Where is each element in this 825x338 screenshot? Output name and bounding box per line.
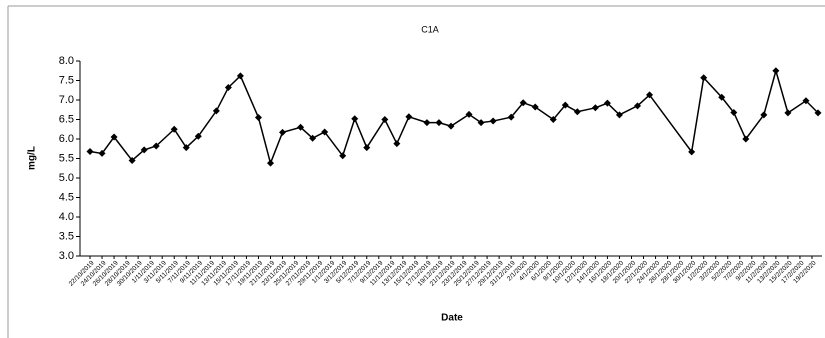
y-tick-label: 7.0 (59, 94, 74, 106)
marker (561, 101, 569, 109)
marker (98, 149, 106, 157)
marker (254, 114, 262, 122)
marker (140, 146, 148, 154)
marker (266, 159, 274, 167)
marker (802, 97, 810, 105)
y-tick-label: 6.0 (59, 133, 74, 145)
marker (646, 91, 654, 99)
marker (489, 117, 497, 125)
marker (224, 84, 232, 92)
marker (212, 107, 220, 115)
y-tick-label: 3.5 (59, 230, 74, 242)
marker (236, 72, 244, 80)
marker (700, 74, 708, 82)
marker (297, 123, 305, 131)
marker (321, 128, 329, 136)
marker (393, 140, 401, 148)
marker (718, 93, 726, 101)
marker (110, 133, 118, 141)
marker (339, 152, 347, 160)
marker (405, 113, 413, 121)
marker (170, 125, 178, 133)
y-tick-label: 7.5 (59, 74, 74, 86)
marker (423, 119, 431, 127)
chart-title: C1A (421, 24, 439, 34)
marker (573, 108, 581, 116)
marker (152, 142, 160, 150)
y-tick-label: 5.0 (59, 172, 74, 184)
y-axis-label: mg/L (27, 146, 38, 170)
y-tick-label: 5.5 (59, 152, 74, 164)
marker (615, 111, 623, 119)
y-tick-label: 4.0 (59, 211, 74, 223)
marker (381, 116, 389, 123)
marker (128, 156, 136, 164)
y-tick-label: 4.5 (59, 191, 74, 203)
marker (760, 111, 768, 119)
marker (772, 67, 780, 75)
marker (351, 115, 359, 123)
marker (309, 134, 317, 142)
marker (549, 116, 557, 123)
marker (363, 144, 371, 152)
marker (814, 109, 822, 117)
marker (447, 122, 455, 130)
y-tick-label: 8.0 (59, 55, 74, 67)
marker (634, 102, 642, 110)
y-tick-label: 6.5 (59, 113, 74, 125)
marker (603, 99, 611, 107)
marker (591, 104, 599, 112)
marker (477, 119, 485, 127)
marker (465, 110, 473, 118)
marker (86, 147, 94, 155)
marker (507, 113, 515, 121)
marker (531, 103, 539, 111)
marker (182, 144, 190, 152)
marker (194, 132, 202, 140)
x-axis-label: Date (441, 313, 463, 324)
marker (279, 128, 287, 136)
marker (742, 135, 750, 143)
marker (784, 109, 792, 117)
marker (435, 119, 443, 127)
marker (688, 148, 696, 156)
marker (519, 99, 527, 107)
series-line (89, 67, 819, 166)
y-tick-label: 3.0 (59, 250, 74, 262)
marker (730, 108, 738, 116)
